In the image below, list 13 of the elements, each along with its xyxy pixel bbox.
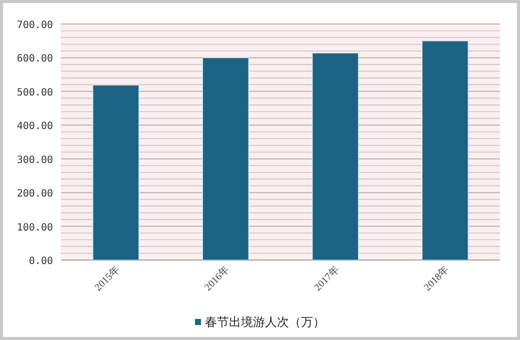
- y-tick-label: 0.00: [28, 256, 53, 267]
- y-tick-label: 100.00: [16, 222, 53, 234]
- y-tick-label: 400.00: [16, 121, 53, 132]
- bar: [92, 84, 140, 260]
- y-tick-label: 300.00: [16, 154, 53, 166]
- y-tick-label: 700.00: [16, 20, 53, 31]
- legend: 春节出境游人次（万）: [195, 315, 325, 329]
- y-tick-label: 600.00: [16, 54, 53, 65]
- bar: [312, 52, 359, 260]
- y-tick-label: 200.00: [16, 188, 53, 200]
- y-tick-label: 500.00: [16, 87, 53, 98]
- bar: [422, 40, 469, 260]
- bar: [202, 57, 250, 260]
